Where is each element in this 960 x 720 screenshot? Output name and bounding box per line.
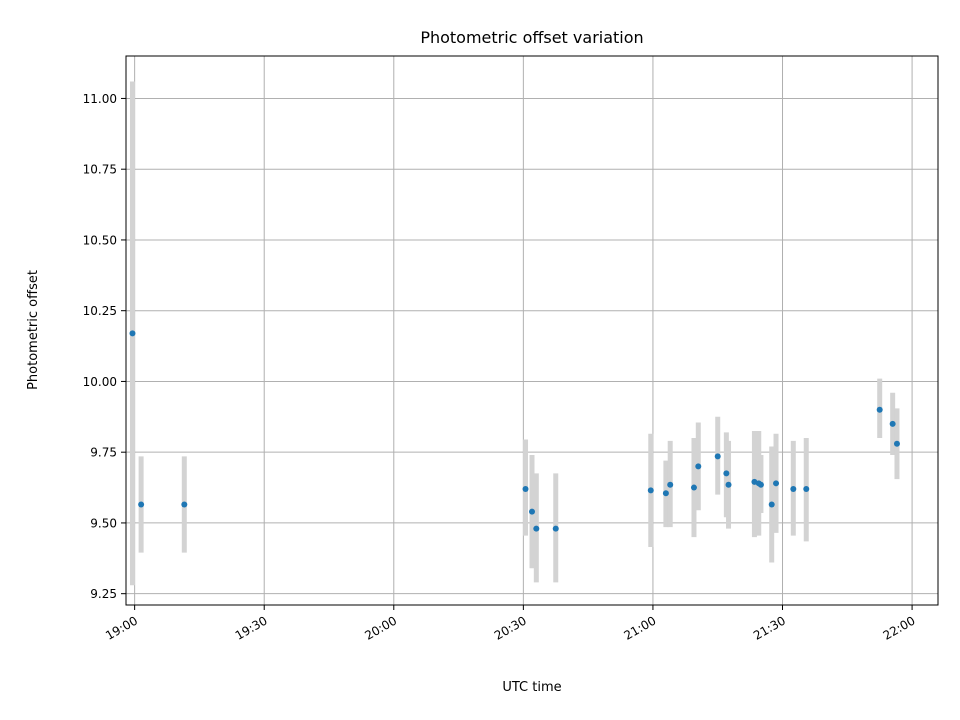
chart-title: Photometric offset variation — [420, 28, 643, 47]
data-point — [690, 484, 697, 491]
data-point — [790, 485, 797, 492]
data-point — [667, 481, 674, 488]
data-point — [803, 485, 810, 492]
y-tick-label: 9.25 — [90, 587, 117, 601]
data-point — [129, 330, 136, 337]
data-point — [647, 487, 654, 494]
data-point — [893, 440, 900, 447]
y-axis-ticks: 9.25 9.50 9.75 10.00 10.25 10.50 10.75 11.00 — [83, 92, 126, 601]
data-point — [662, 490, 669, 497]
data-point — [876, 406, 883, 413]
y-tick-label: 11.00 — [83, 92, 117, 106]
data-point — [723, 470, 730, 477]
y-tick-label: 10.00 — [83, 375, 117, 389]
plot-frame — [125, 55, 939, 606]
y-tick-label: 10.25 — [83, 304, 117, 318]
y-tick-label: 10.50 — [83, 233, 117, 247]
data-point — [181, 501, 188, 508]
data-points — [129, 330, 900, 532]
data-point — [725, 481, 732, 488]
data-point — [552, 525, 559, 532]
data-point — [522, 485, 529, 492]
data-point — [773, 480, 780, 487]
data-point — [695, 463, 702, 470]
data-point — [768, 501, 775, 508]
y-axis-label: Photometric offset — [26, 270, 41, 390]
data-point — [138, 501, 145, 508]
data-point — [533, 525, 540, 532]
y-tick-label: 10.75 — [83, 163, 117, 177]
grid — [126, 56, 938, 605]
data-point — [757, 481, 764, 488]
y-tick-label: 9.50 — [90, 516, 117, 530]
data-point — [889, 420, 896, 427]
data-point — [714, 453, 721, 460]
data-point — [529, 508, 535, 515]
y-tick-label: 9.75 — [90, 446, 117, 460]
x-axis-label: UTC time — [502, 680, 561, 695]
